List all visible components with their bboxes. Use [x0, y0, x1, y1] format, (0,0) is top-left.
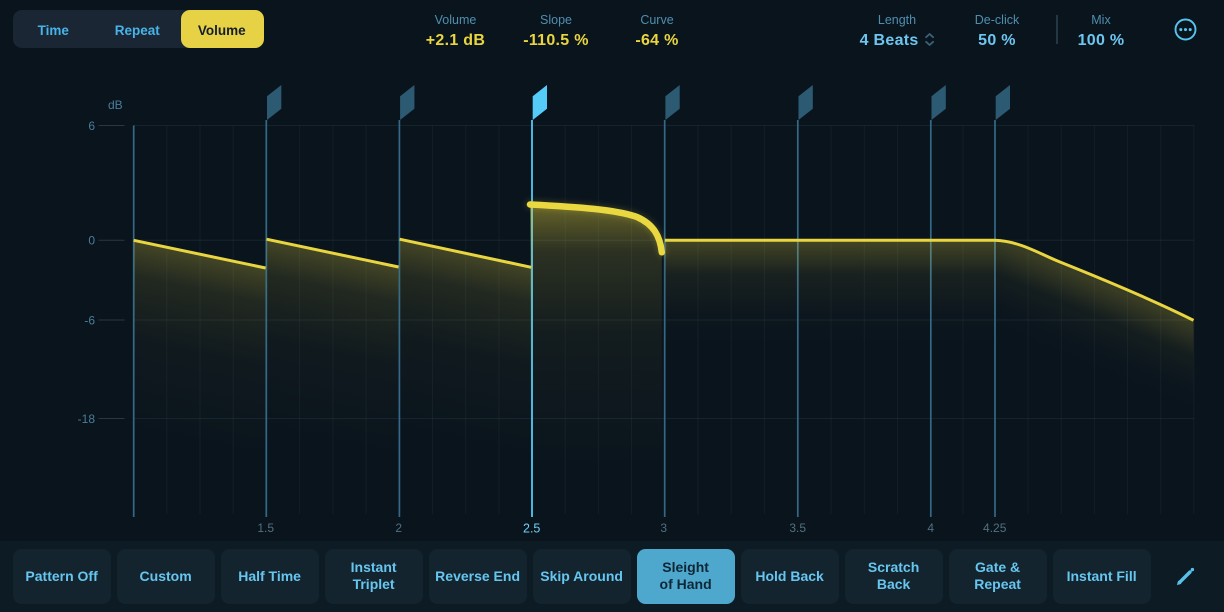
svg-text:3: 3	[660, 521, 667, 535]
svg-text:2: 2	[395, 521, 402, 535]
svg-text:4.25: 4.25	[983, 521, 1007, 535]
svg-text:-6: -6	[84, 313, 95, 327]
svg-text:4: 4	[927, 521, 934, 535]
svg-text:6: 6	[88, 119, 95, 133]
svg-text:-18: -18	[78, 412, 96, 426]
svg-text:1.5: 1.5	[257, 521, 274, 535]
svg-text:dB: dB	[108, 98, 123, 112]
svg-text:3.5: 3.5	[789, 521, 806, 535]
svg-text:2.5: 2.5	[523, 522, 540, 536]
svg-text:0: 0	[88, 234, 95, 248]
